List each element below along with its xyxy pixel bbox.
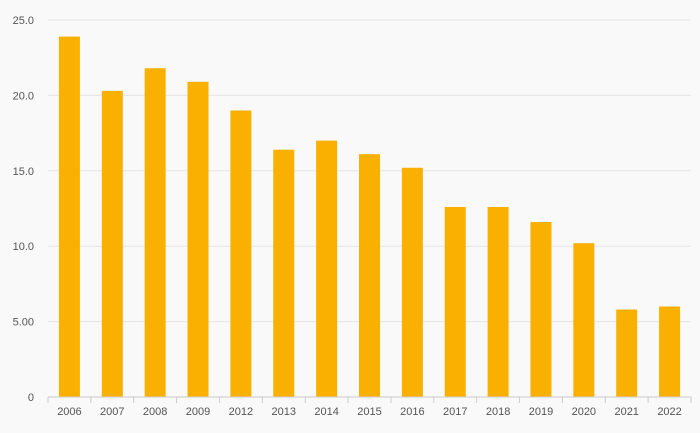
y-tick-label: 25.0 [13,15,34,27]
x-tick-label: 2015 [357,406,381,418]
bar [573,243,595,397]
y-tick-label: 10.0 [13,241,34,253]
bar [530,222,552,397]
x-tick-label: 2021 [614,406,638,418]
bar [273,149,295,397]
x-tick-label: 2014 [314,406,338,418]
x-tick-label: 2006 [57,406,81,418]
x-tick-label: 2013 [272,406,296,418]
x-tick-label: 2016 [400,406,424,418]
y-tick-label: 0 [28,392,34,404]
bar [616,309,638,397]
x-tick-label: 2007 [100,406,124,418]
x-tick-label: 2009 [186,406,210,418]
bar [316,140,338,397]
bar [144,68,166,398]
bar [230,110,252,397]
x-tick-label: 2022 [657,406,681,418]
x-tick-label: 2008 [143,406,167,418]
y-tick-label: 20.0 [13,90,34,102]
x-tick-label: 2019 [529,406,553,418]
axes [47,396,692,403]
bar [444,206,466,397]
bar [358,154,381,397]
bar [659,306,681,397]
bar [101,90,123,397]
y-tick-label: 5.00 [13,317,34,329]
x-tick-label: 2018 [486,406,510,418]
tick-labels: 0 5.00 10.0 15.0 20.0 25.0 2006 2007 2008 2009 201… [13,15,682,418]
y-tick-label: 15.0 [13,166,34,178]
bar [487,206,509,397]
bar [187,81,209,397]
x-tick-label: 2017 [443,406,467,418]
bar [401,167,423,397]
bar [58,36,80,397]
bars [58,36,681,398]
x-tick-label: 2012 [229,406,253,418]
x-tick-label: 2020 [572,406,596,418]
